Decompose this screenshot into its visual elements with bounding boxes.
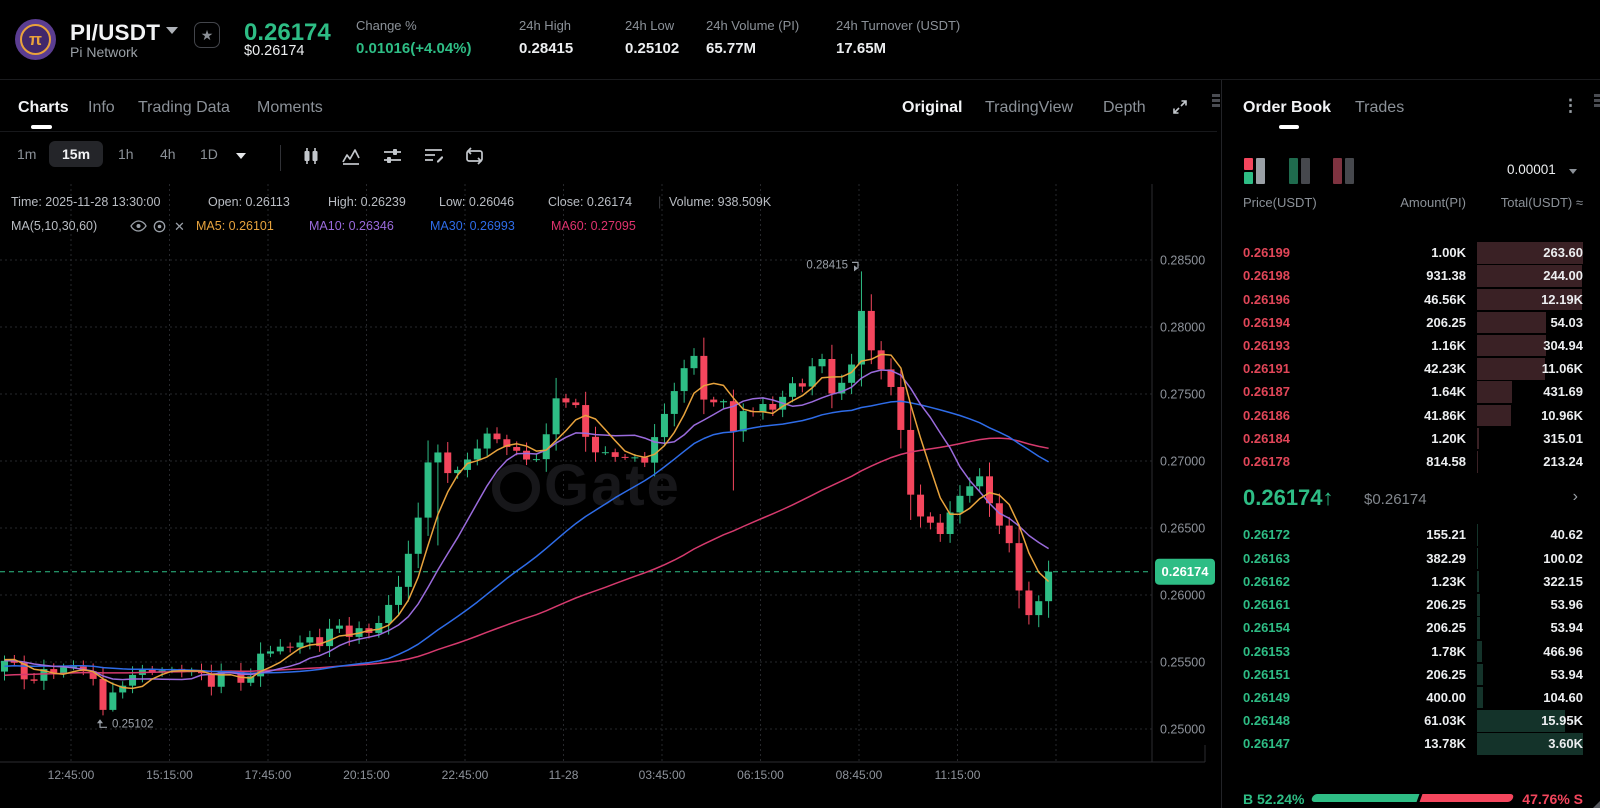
svg-text:03:45:00: 03:45:00 xyxy=(639,768,686,782)
svg-text:0.27000: 0.27000 xyxy=(1160,454,1205,468)
svg-text:0.28500: 0.28500 xyxy=(1160,253,1205,267)
svg-text:0.26174: 0.26174 xyxy=(1162,564,1210,579)
svg-text:20:15:00: 20:15:00 xyxy=(343,768,390,782)
svg-text:Gate: Gate xyxy=(544,453,681,518)
svg-text:22:45:00: 22:45:00 xyxy=(442,768,489,782)
svg-text:11-28: 11-28 xyxy=(549,768,579,782)
svg-text:11:15:00: 11:15:00 xyxy=(935,768,981,782)
svg-text:12:45:00: 12:45:00 xyxy=(48,768,95,782)
svg-text:0.26500: 0.26500 xyxy=(1160,521,1205,535)
svg-text:0.28415: 0.28415 xyxy=(806,259,848,271)
svg-text:06:15:00: 06:15:00 xyxy=(737,768,784,782)
svg-text:0.25500: 0.25500 xyxy=(1160,655,1205,669)
svg-text:0.25000: 0.25000 xyxy=(1160,722,1205,736)
svg-text:0.25102: 0.25102 xyxy=(112,718,154,730)
svg-text:0.27500: 0.27500 xyxy=(1160,387,1205,401)
svg-text:08:45:00: 08:45:00 xyxy=(836,768,883,782)
svg-text:17:45:00: 17:45:00 xyxy=(245,768,292,782)
svg-text:15:15:00: 15:15:00 xyxy=(146,768,193,782)
svg-text:0.28000: 0.28000 xyxy=(1160,320,1205,334)
svg-text:0.26000: 0.26000 xyxy=(1160,588,1205,602)
